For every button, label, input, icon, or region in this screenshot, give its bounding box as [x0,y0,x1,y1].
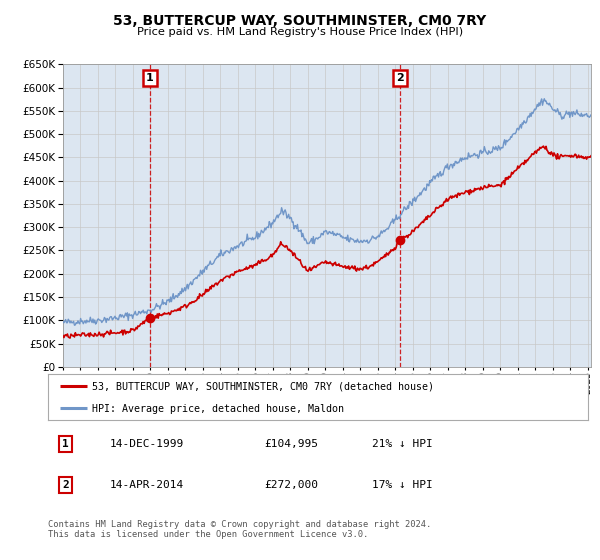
Text: 14-DEC-1999: 14-DEC-1999 [110,438,184,449]
Text: 53, BUTTERCUP WAY, SOUTHMINSTER, CM0 7RY (detached house): 53, BUTTERCUP WAY, SOUTHMINSTER, CM0 7RY… [92,382,434,392]
Text: HPI: Average price, detached house, Maldon: HPI: Average price, detached house, Mald… [92,404,344,413]
Text: 17% ↓ HPI: 17% ↓ HPI [372,480,433,491]
Text: Contains HM Land Registry data © Crown copyright and database right 2024.
This d: Contains HM Land Registry data © Crown c… [48,520,431,539]
Text: 1: 1 [62,438,68,449]
Text: £272,000: £272,000 [264,480,318,491]
Text: 2: 2 [62,480,68,491]
Text: 14-APR-2014: 14-APR-2014 [110,480,184,491]
Text: 1: 1 [146,73,154,83]
Text: £104,995: £104,995 [264,438,318,449]
Text: 2: 2 [397,73,404,83]
Text: 21% ↓ HPI: 21% ↓ HPI [372,438,433,449]
Text: 53, BUTTERCUP WAY, SOUTHMINSTER, CM0 7RY: 53, BUTTERCUP WAY, SOUTHMINSTER, CM0 7RY [113,14,487,28]
Text: Price paid vs. HM Land Registry's House Price Index (HPI): Price paid vs. HM Land Registry's House … [137,27,463,37]
